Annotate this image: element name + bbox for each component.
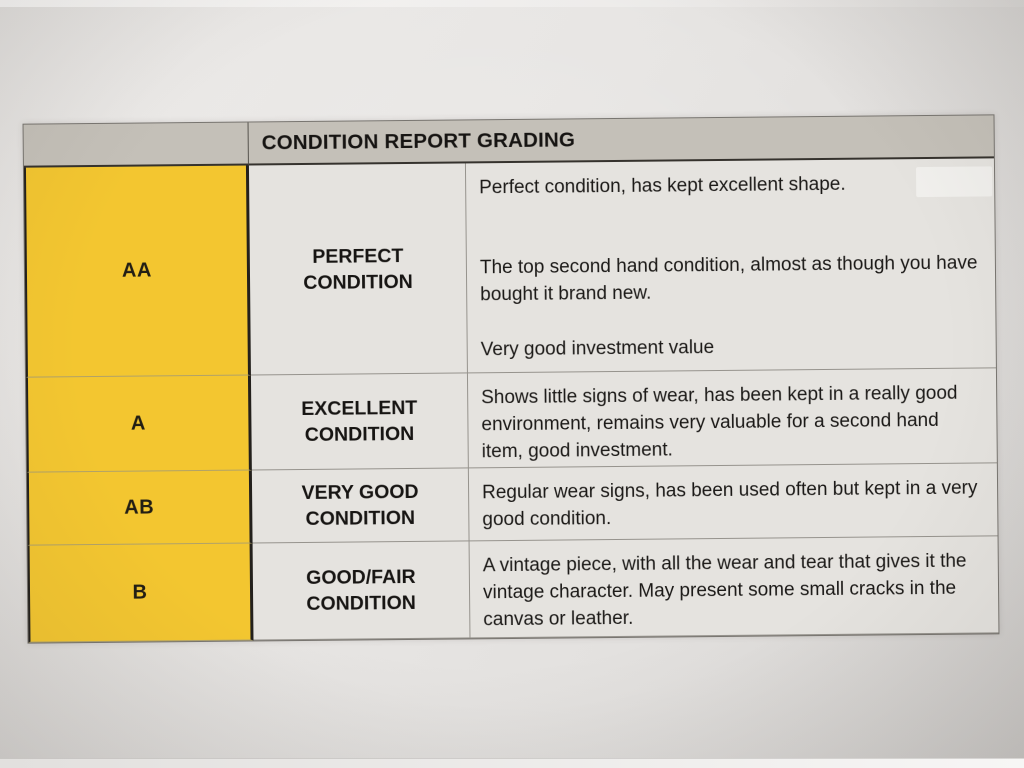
paper-edge-top: [0, 0, 1024, 7]
condition-report-table-wrap: CONDITION REPORT GRADING AA PERFECT COND…: [22, 114, 1000, 644]
description-paragraph: A vintage piece, with all the wear and t…: [482, 550, 967, 631]
condition-label: VERY GOOD CONDITION: [301, 480, 419, 530]
condition-cell-aa: PERFECT CONDITION: [248, 163, 468, 376]
description-paragraph: The top second hand condition, almost as…: [479, 252, 978, 306]
condition-cell-b: GOOD/FAIR CONDITION: [252, 541, 471, 641]
description-cell-ab: Regular wear signs, has been used often …: [468, 463, 998, 542]
condition-grading-table: CONDITION REPORT GRADING AA PERFECT COND…: [22, 114, 1000, 644]
grade-cell-b: B: [27, 543, 254, 643]
condition-label: GOOD/FAIR CONDITION: [306, 565, 416, 615]
paper-edge-bottom: [0, 758, 1024, 768]
description-paragraph: Very good investment value: [480, 337, 715, 361]
header-empty-cell: [23, 122, 249, 168]
condition-label: EXCELLENT CONDITION: [301, 396, 418, 446]
condition-cell-a: EXCELLENT CONDITION: [250, 373, 469, 471]
description-cell-a: Shows little signs of wear, has been kep…: [467, 368, 997, 469]
condition-cell-ab: VERY GOOD CONDITION: [251, 468, 470, 544]
description-cell-b: A vintage piece, with all the wear and t…: [469, 536, 999, 639]
grade-cell-aa: AA: [23, 165, 251, 378]
table-title: CONDITION REPORT GRADING: [248, 115, 994, 166]
grade-cell-ab: AB: [26, 470, 253, 546]
description-paragraph: Shows little signs of wear, has been kep…: [481, 382, 958, 463]
description-paragraph: Perfect condition, has kept excellent sh…: [479, 173, 846, 199]
description-cell-aa: Perfect condition, has kept excellent sh…: [465, 158, 996, 374]
condition-label: PERFECT CONDITION: [303, 244, 413, 294]
description-paragraph: Regular wear signs, has been used often …: [481, 477, 978, 531]
grade-cell-a: A: [25, 375, 252, 473]
